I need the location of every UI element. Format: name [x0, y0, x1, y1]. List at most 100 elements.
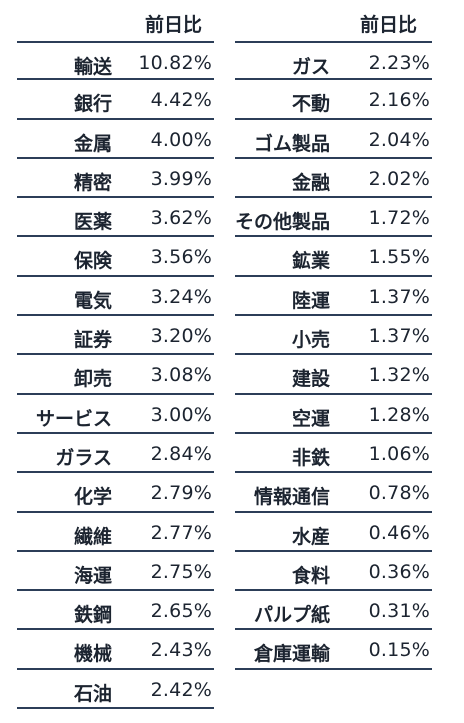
- change-value: 4.42%: [150, 89, 212, 112]
- table-row: 小売 1.37%: [235, 316, 432, 356]
- table-row: 石油 2.42%: [17, 670, 214, 710]
- change-value: 2.16%: [368, 89, 430, 112]
- sector-name: 保険: [73, 250, 112, 273]
- table-header: 前日比 前日比: [0, 0, 464, 36]
- table-row: 非鉄 1.06%: [235, 434, 432, 474]
- sector-name: 陸運: [291, 289, 330, 312]
- sector-name: ガス: [291, 56, 330, 78]
- sector-name: 建設: [291, 368, 330, 391]
- table-row: 空運 1.28%: [235, 395, 432, 434]
- table-row: 鉄鋼 2.65%: [17, 591, 214, 631]
- table-row: ゴム製品 2.04%: [235, 120, 432, 159]
- table-row: 保険 3.56%: [17, 237, 214, 277]
- sector-name: 海運: [73, 564, 112, 587]
- sector-name: 非鉄: [291, 446, 330, 469]
- change-value: 3.99%: [150, 167, 212, 190]
- change-value: 0.15%: [368, 639, 430, 662]
- sector-name: 精密: [73, 171, 112, 194]
- change-value: 2.79%: [150, 482, 212, 505]
- sector-name: 卸売: [73, 368, 112, 391]
- table-row: 電気 3.24%: [17, 277, 214, 317]
- change-value: 3.20%: [150, 325, 212, 348]
- change-value: 0.78%: [368, 482, 430, 505]
- sector-name: 小売: [291, 329, 330, 352]
- sector-name: 輸送: [73, 56, 112, 78]
- table-row: 不動 2.16%: [235, 80, 432, 120]
- change-value: 0.46%: [368, 521, 430, 544]
- sector-name: 空運: [291, 407, 330, 430]
- change-value: 1.72%: [368, 207, 430, 230]
- change-value: 2.77%: [150, 521, 212, 544]
- table-row: 繊維 2.77%: [17, 513, 214, 552]
- table-row: 陸運 1.37%: [235, 277, 432, 317]
- sector-name: 医薬: [73, 211, 112, 234]
- left-column: 輸送 10.82% 銀行 4.42% 金属 4.00% 精密 3.99% 医薬 3.62%…: [17, 41, 214, 710]
- change-value: 3.24%: [150, 285, 212, 308]
- sector-name: 繊維: [73, 525, 112, 548]
- change-value: 4.00%: [150, 128, 212, 151]
- table-row: その他製品 1.72%: [234, 198, 432, 238]
- change-value: 2.42%: [150, 678, 212, 701]
- sector-name: 鉄鋼: [73, 604, 112, 627]
- table-row: 建設 1.32%: [235, 355, 432, 395]
- change-value: 1.32%: [368, 364, 430, 387]
- sector-name: 情報通信: [253, 486, 330, 509]
- sector-name: 証券: [73, 329, 112, 352]
- sector-name: 機械: [73, 643, 112, 666]
- sector-name: その他製品: [234, 211, 330, 234]
- right-column-header: 前日比: [360, 14, 418, 36]
- table-row: 情報通信 0.78%: [235, 473, 432, 513]
- change-value: 2.23%: [368, 52, 430, 74]
- change-value: 1.55%: [368, 246, 430, 269]
- sector-name: 食料: [291, 564, 330, 587]
- table-row: 卸売 3.08%: [17, 355, 214, 395]
- change-value: 0.36%: [368, 560, 430, 583]
- left-column-header: 前日比: [145, 14, 203, 36]
- table-row: 輸送 10.82%: [17, 41, 214, 81]
- sector-name: 倉庫運輸: [253, 643, 330, 666]
- change-value: 3.62%: [150, 207, 212, 230]
- table-row: 医薬 3.62%: [17, 198, 214, 238]
- sector-name: 電気: [73, 289, 112, 312]
- table-row: 倉庫運輸 0.15%: [235, 630, 432, 670]
- change-value: 3.08%: [150, 364, 212, 387]
- change-value: 2.43%: [150, 639, 212, 662]
- sector-name: 不動: [291, 93, 330, 116]
- change-value: 1.37%: [368, 285, 430, 308]
- table-row: 精密 3.99%: [17, 159, 214, 199]
- sector-name: ゴム製品: [253, 132, 330, 155]
- sector-name: ガラス: [55, 446, 112, 469]
- change-value: 1.37%: [368, 325, 430, 348]
- table-row: ガラス 2.84%: [17, 434, 214, 474]
- change-value: 2.02%: [368, 167, 430, 190]
- table-row: ガス 2.23%: [235, 41, 432, 81]
- change-value: 0.31%: [368, 600, 430, 623]
- table-row: 金属 4.00%: [17, 120, 214, 159]
- sector-name: パルプ紙: [253, 604, 330, 627]
- sector-name: 銀行: [73, 93, 112, 116]
- table-row: 銀行 4.42%: [17, 80, 214, 120]
- change-value: 1.28%: [368, 403, 430, 426]
- change-value: 1.06%: [368, 442, 430, 465]
- change-value: 3.56%: [150, 246, 212, 269]
- change-value: 2.75%: [150, 560, 212, 583]
- sector-name: 金融: [291, 171, 330, 194]
- table-row: 化学 2.79%: [17, 473, 214, 513]
- table-row: 水産 0.46%: [235, 513, 432, 552]
- table-row: 食料 0.36%: [235, 552, 432, 592]
- table-row: 海運 2.75%: [17, 552, 214, 592]
- change-value: 2.04%: [368, 128, 430, 151]
- sector-name: 石油: [73, 682, 112, 705]
- sector-name: サービス: [35, 407, 112, 430]
- sector-name: 化学: [73, 486, 112, 509]
- change-value: 2.84%: [150, 442, 212, 465]
- change-value: 3.00%: [150, 403, 212, 426]
- change-value: 10.82%: [138, 52, 212, 74]
- right-column: ガス 2.23% 不動 2.16% ゴム製品 2.04% 金融 2.02% その他製品 1…: [235, 41, 432, 670]
- table-row: 金融 2.02%: [235, 159, 432, 199]
- table-row: パルプ紙 0.31%: [235, 591, 432, 631]
- sector-name: 水産: [291, 525, 330, 548]
- table-row: 証券 3.20%: [17, 316, 214, 356]
- table-row: サービス 3.00%: [17, 395, 214, 434]
